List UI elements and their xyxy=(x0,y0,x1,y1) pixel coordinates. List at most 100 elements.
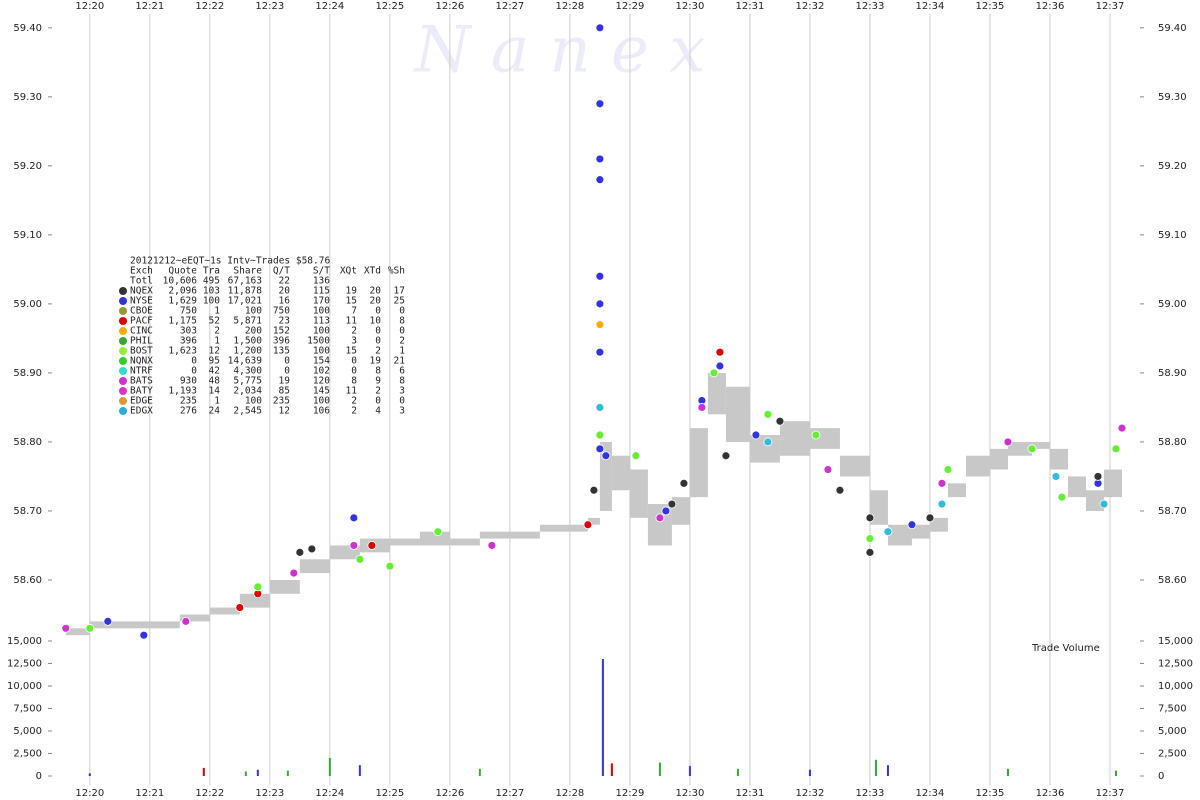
x-tick-label: 12:28 xyxy=(555,788,584,799)
table-cell: 170 xyxy=(313,296,330,307)
table-cell: 14 xyxy=(209,386,221,397)
x-tick-label: 12:29 xyxy=(615,788,644,799)
table-cell: 22 xyxy=(279,276,290,287)
volume-bar xyxy=(328,758,331,776)
x-tick-label: 12:26 xyxy=(435,1,464,12)
table-cell: 750 xyxy=(273,306,290,317)
nbbo-band xyxy=(629,469,648,518)
table-cell: 0 xyxy=(351,356,357,367)
table-cell: 396 xyxy=(180,336,197,347)
table-cell: PHIL xyxy=(130,336,153,347)
y-tick-label: 5,000 xyxy=(13,726,42,737)
volume-bar xyxy=(358,765,361,776)
nbbo-band xyxy=(839,455,870,477)
trade-point xyxy=(595,299,605,309)
legend-marker xyxy=(119,347,127,355)
y-tick-label: 59.40 xyxy=(1158,23,1187,34)
y-tick-label: 10,000 xyxy=(1158,681,1193,692)
nbbo-band xyxy=(1085,490,1104,511)
trade-point xyxy=(595,320,605,329)
trade-point xyxy=(385,561,395,571)
y-tick-label: 15,000 xyxy=(7,636,42,647)
x-tick-label: 12:25 xyxy=(375,788,404,799)
trade-point xyxy=(835,485,845,495)
legend-marker xyxy=(119,367,127,375)
table-cell: 0 xyxy=(375,326,381,337)
nbbo-band xyxy=(887,524,912,546)
trade-point xyxy=(1099,499,1109,509)
y-tick-label: 2,500 xyxy=(13,749,42,760)
trade-point xyxy=(85,623,95,633)
x-tick-label: 12:20 xyxy=(75,788,104,799)
watermark: N a n e x xyxy=(413,14,706,88)
table-cell: 750 xyxy=(180,306,197,317)
y-tick-label: 59.10 xyxy=(1158,230,1187,241)
nbbo-band xyxy=(479,531,510,539)
chart-title: Trade Volume xyxy=(1031,643,1100,654)
table-cell: 8 xyxy=(399,376,405,387)
nbbo-band xyxy=(269,579,300,594)
x-tick-label: 12:22 xyxy=(195,1,224,12)
legend-marker xyxy=(119,407,127,415)
trade-point xyxy=(181,616,191,626)
table-cell: 2,034 xyxy=(233,386,262,397)
x-tick-label: 12:34 xyxy=(916,1,945,12)
nbbo-band xyxy=(239,593,270,608)
table-cell: 4 xyxy=(375,406,381,417)
x-tick-label: 12:35 xyxy=(976,788,1005,799)
table-cell: 100 xyxy=(313,326,330,337)
nbbo-band xyxy=(689,428,708,498)
table-cell: NTRF xyxy=(130,366,153,377)
trade-point xyxy=(355,554,365,564)
x-tick-label: 12:36 xyxy=(1036,1,1065,12)
trade-point xyxy=(433,527,443,537)
volume-bar xyxy=(610,763,613,776)
table-cell: 14,639 xyxy=(228,356,263,367)
trade-point xyxy=(751,430,761,440)
y-tick-label: 59.00 xyxy=(1158,299,1187,310)
table-cell: 106 xyxy=(313,406,330,417)
trade-point xyxy=(349,513,359,523)
table-cell: 95 xyxy=(209,356,220,367)
table-cell: 152 xyxy=(273,326,290,337)
table-header: XQt xyxy=(340,266,357,277)
trade-point xyxy=(1057,492,1067,502)
x-tick-label: 12:25 xyxy=(375,1,404,12)
y-tick-label: 59.00 xyxy=(13,299,42,310)
x-tick-label: 12:24 xyxy=(315,788,344,799)
table-cell: 100 xyxy=(313,396,330,407)
table-cell: 0 xyxy=(375,396,381,407)
table-cell: 135 xyxy=(273,346,290,357)
trade-point xyxy=(235,603,245,612)
table-cell: 1,623 xyxy=(168,346,197,357)
table-cell: 11,878 xyxy=(228,286,263,297)
trade-point xyxy=(715,361,725,371)
trade-point xyxy=(865,513,875,523)
table-cell: 6 xyxy=(399,366,405,377)
table-cell: 5,775 xyxy=(233,376,262,387)
trade-point xyxy=(139,630,149,640)
trade-point xyxy=(697,403,707,412)
table-cell: 2 xyxy=(351,396,357,407)
table-cell: NQNX xyxy=(130,356,153,367)
x-tick-label: 12:26 xyxy=(435,788,464,799)
trade-point xyxy=(763,437,773,447)
table-cell: 2 xyxy=(351,406,357,417)
trade-point xyxy=(925,513,935,523)
nbbo-band xyxy=(149,621,180,629)
table-cell: 396 xyxy=(273,336,290,347)
trade-point xyxy=(1051,472,1061,481)
trade-point xyxy=(709,368,719,378)
table-cell: 12 xyxy=(279,406,290,417)
trade-point xyxy=(811,430,821,440)
legend-marker xyxy=(119,337,127,345)
table-cell: 1,193 xyxy=(168,386,197,397)
x-tick-label: 12:29 xyxy=(615,1,644,12)
nbbo-band xyxy=(725,386,750,442)
trade-point xyxy=(601,451,611,461)
table-cell: 2 xyxy=(214,326,220,337)
y-tick-label: 5,000 xyxy=(1158,726,1187,737)
table-cell: 115 xyxy=(313,286,330,297)
x-tick-label: 12:32 xyxy=(796,1,825,12)
nbbo-band xyxy=(1067,476,1086,498)
